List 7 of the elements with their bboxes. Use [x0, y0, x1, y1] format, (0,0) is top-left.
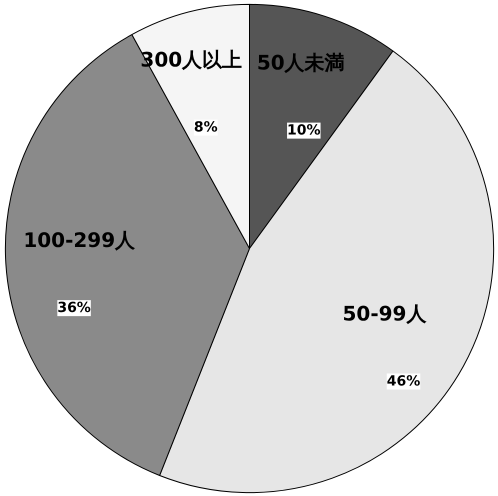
data-label: 8%	[194, 120, 218, 136]
slice-label: 100-299人	[23, 228, 136, 252]
data-label: 36%	[57, 300, 91, 316]
data-label: 10%	[287, 122, 321, 139]
data-label: 46%	[386, 373, 420, 390]
slice-label: 50-99人	[342, 301, 428, 326]
slice-label: 50人未満	[256, 50, 345, 75]
